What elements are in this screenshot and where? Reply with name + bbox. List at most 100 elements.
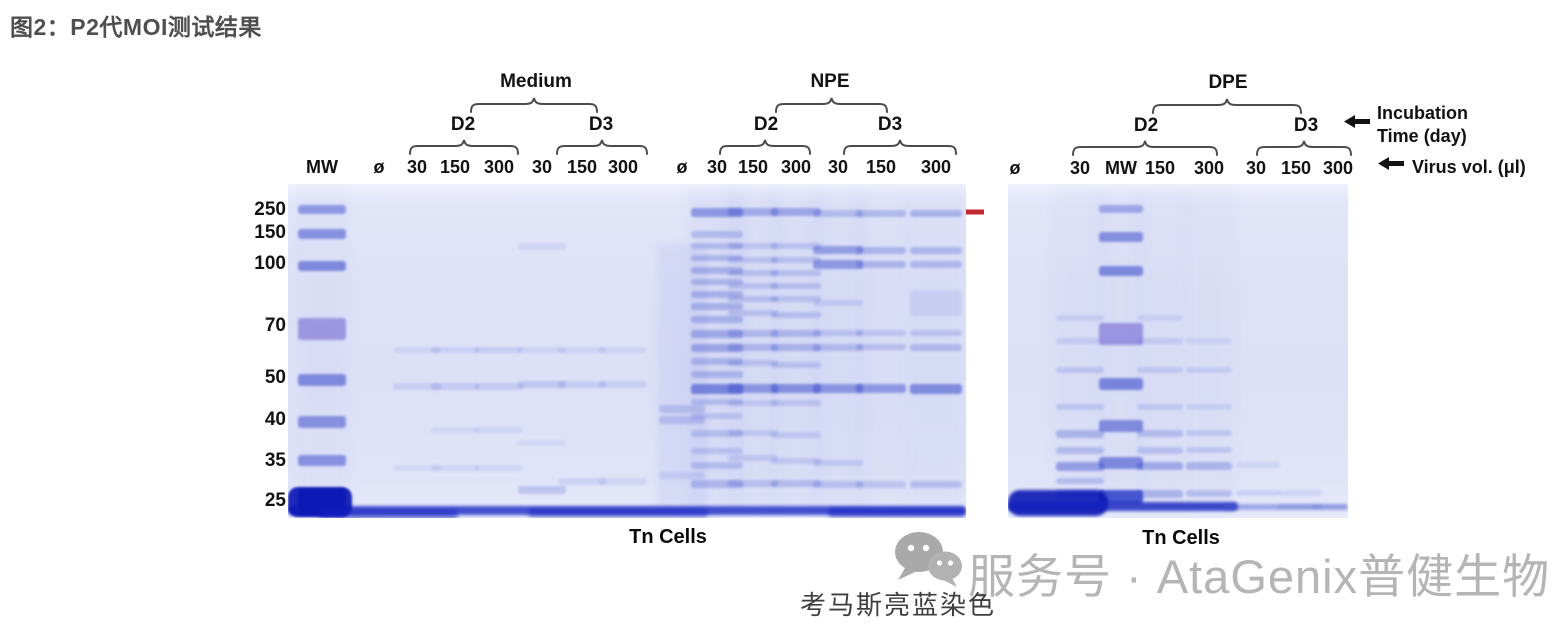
annotation-incubation-line2: Time (day) bbox=[1377, 126, 1467, 146]
gel-band bbox=[856, 481, 906, 488]
gel-band bbox=[910, 384, 962, 394]
mw-ladder-label: 25 bbox=[264, 490, 286, 511]
gel-band bbox=[518, 440, 566, 446]
gel-band bbox=[1099, 266, 1143, 276]
lane-label: 300 bbox=[1193, 158, 1225, 178]
gel-band bbox=[1099, 490, 1143, 504]
gel-band bbox=[1056, 404, 1104, 410]
gel-band bbox=[910, 330, 962, 336]
lane-label: 300 bbox=[483, 157, 515, 177]
lane-label: MW bbox=[306, 157, 338, 177]
gel-band bbox=[728, 243, 778, 249]
day-label-dpe-d3: D3 bbox=[1293, 115, 1319, 136]
gel-band bbox=[298, 205, 346, 214]
gel-band bbox=[558, 347, 606, 353]
lane-label: 150 bbox=[1280, 158, 1312, 178]
page-title: 图2：P2代MOI测试结果 bbox=[10, 14, 262, 40]
gel-band bbox=[856, 330, 906, 336]
gel-band bbox=[691, 255, 743, 261]
day-label-npe-d3: D3 bbox=[877, 114, 903, 135]
brace-dpe-d3 bbox=[1256, 140, 1352, 156]
lane-background-tint bbox=[810, 190, 866, 512]
day-label-medium-d3: D3 bbox=[588, 114, 614, 135]
gel-band bbox=[771, 344, 821, 351]
gel-band bbox=[659, 472, 705, 479]
gel-band bbox=[728, 360, 778, 366]
gel-band bbox=[558, 478, 606, 485]
gel-band bbox=[771, 432, 821, 438]
gel-band bbox=[1137, 404, 1183, 410]
brace-medium-d3 bbox=[556, 139, 648, 155]
gel-band bbox=[728, 430, 778, 436]
day-label-npe-d2: D2 bbox=[753, 114, 779, 135]
gel-band bbox=[691, 344, 743, 352]
gel-band bbox=[599, 347, 647, 353]
gel-band bbox=[728, 208, 778, 216]
dye-front-band bbox=[1223, 504, 1348, 510]
gel-band bbox=[771, 458, 821, 464]
dye-front-band bbox=[1008, 502, 1238, 511]
gel-band bbox=[1099, 457, 1143, 469]
gel-band bbox=[728, 296, 778, 302]
gel-band bbox=[1056, 447, 1104, 454]
gel-band bbox=[771, 400, 821, 406]
gel-band bbox=[910, 344, 962, 351]
gel-band bbox=[691, 208, 743, 217]
gel-band bbox=[431, 383, 479, 390]
gel-band bbox=[813, 246, 863, 254]
lane-background-tint bbox=[1134, 190, 1186, 512]
gel-band bbox=[728, 257, 778, 263]
gel-band bbox=[659, 405, 705, 413]
gel-band bbox=[728, 344, 778, 351]
brace-npe bbox=[775, 97, 888, 113]
lane-label: 300 bbox=[1322, 158, 1354, 178]
gel-band bbox=[393, 347, 441, 353]
gel-band bbox=[771, 362, 821, 368]
brace-medium-d2 bbox=[409, 139, 519, 155]
gel-band bbox=[813, 460, 863, 466]
left-arrow-icon bbox=[1378, 157, 1404, 170]
gel-band bbox=[518, 347, 566, 353]
gel-band bbox=[728, 270, 778, 276]
gel-band bbox=[1056, 462, 1104, 471]
gel-band bbox=[691, 303, 743, 310]
stain-caption: 考马斯亮蓝染色 bbox=[800, 590, 997, 620]
lane-label: MW bbox=[1105, 158, 1137, 178]
gel-band bbox=[1137, 430, 1183, 437]
left-arrow-icon bbox=[1344, 115, 1370, 128]
gel-band bbox=[393, 465, 441, 471]
gel-band bbox=[691, 291, 743, 298]
mw-ladder-label: 150 bbox=[254, 222, 286, 243]
group-label-dpe: DPE bbox=[1208, 72, 1248, 93]
gel-band bbox=[813, 384, 863, 393]
gel-band bbox=[771, 257, 821, 263]
gel-band bbox=[1236, 462, 1280, 468]
gel-band bbox=[431, 465, 479, 471]
gel-band bbox=[431, 427, 479, 433]
gel-band bbox=[1186, 430, 1232, 436]
gel-band bbox=[558, 381, 606, 388]
gel-band bbox=[771, 270, 821, 276]
gel-band bbox=[518, 243, 566, 250]
annotation-incubation-line1: Incubation bbox=[1377, 103, 1468, 123]
mw-ladder-label: 250 bbox=[254, 199, 286, 220]
gel-band bbox=[1137, 315, 1183, 321]
gel-band bbox=[1137, 490, 1183, 498]
watermark-text: 服务号 · AtaGenix普健生物 bbox=[968, 550, 1551, 603]
gel-band bbox=[910, 481, 962, 488]
gel-band bbox=[771, 208, 821, 216]
gel-band bbox=[910, 290, 962, 316]
tn-cells-label-left: Tn Cells bbox=[629, 526, 707, 548]
gel-band bbox=[1056, 338, 1104, 344]
gel-band bbox=[856, 344, 906, 350]
mw-ladder-label: 35 bbox=[264, 450, 286, 471]
gel-band bbox=[691, 371, 743, 378]
gel-band bbox=[856, 210, 906, 217]
gel-band bbox=[813, 344, 863, 351]
gel-band bbox=[1236, 490, 1280, 496]
group-label-medium: Medium bbox=[500, 71, 572, 92]
lane-label: ø bbox=[1009, 158, 1021, 178]
gel-band bbox=[856, 247, 906, 254]
lane-label: 150 bbox=[566, 157, 598, 177]
